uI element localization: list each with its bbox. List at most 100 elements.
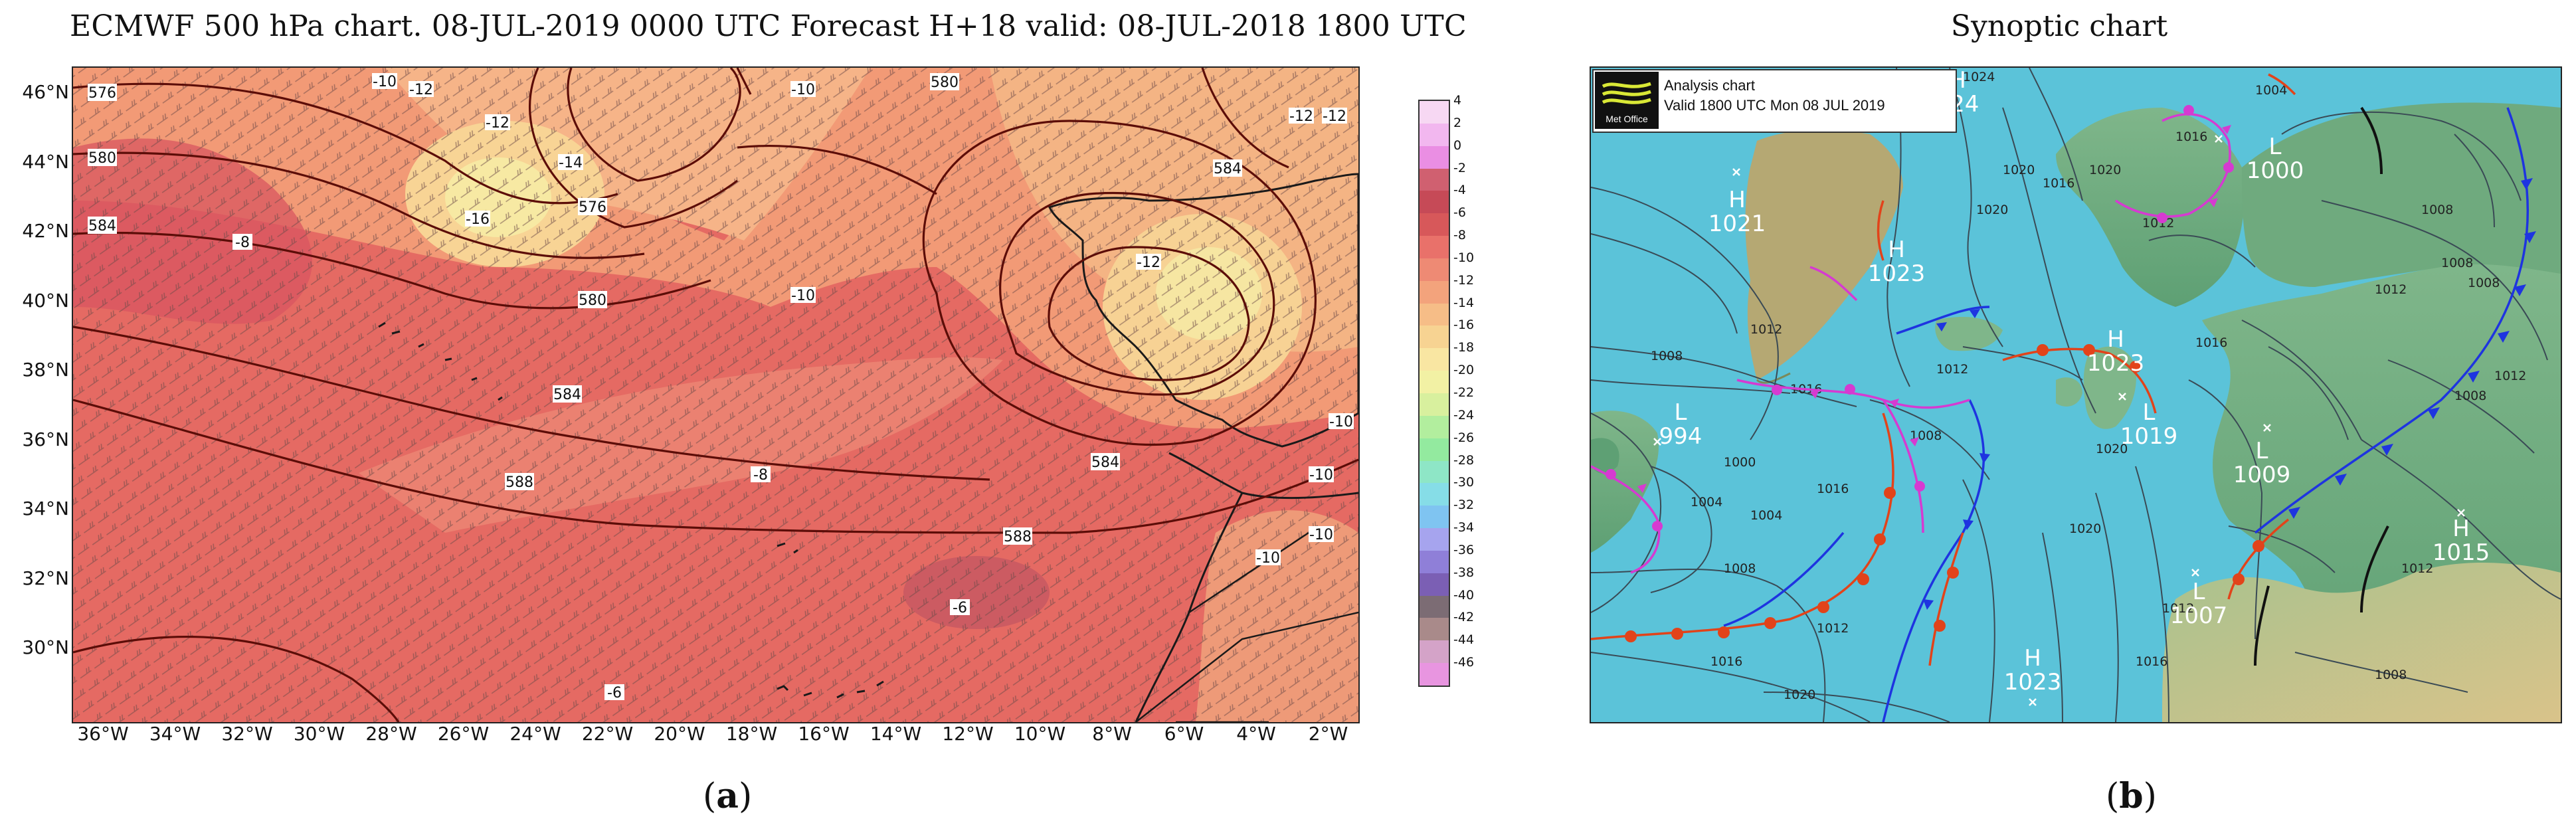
north-america-landmass [1591,411,1659,553]
isobar-label: 1024 [1963,70,1995,84]
latitude-label: 40°N [22,289,69,312]
temp-label: -12 [486,115,509,132]
pressure-centre-value: 1019 [2120,423,2178,450]
isobar-label: 1020 [2003,163,2035,177]
warm-front-semicircles [1625,344,2264,642]
isobar-label: 1004 [2255,83,2287,98]
isobar-label: 1016 [2043,176,2074,191]
geo-label: 576 [579,199,606,216]
panel-b-label: (b) [2106,776,2157,816]
isobar-label: 1016 [1817,482,1849,496]
isobar-label: 1008 [2375,668,2407,682]
isobar-label: 1008 [2454,389,2486,403]
isobar-label: 1012 [2162,601,2194,616]
longitude-label: 14°W [870,723,922,745]
isobar-label: 1016 [1710,654,1742,669]
pressure-centre-type: L [2269,134,2282,160]
colorbar-tick-label: -40 [1453,587,1475,603]
temp-label: -10 [1309,527,1333,543]
trough-lines [2254,106,2389,666]
colorbar-tick-label: -14 [1453,295,1475,310]
isobar-label: 1008 [2468,276,2500,290]
temp-label: -12 [409,82,433,98]
latitude-label: 44°N [22,150,69,173]
temp-label: -10 [791,288,815,304]
synoptic-map-svg: 1004 1008 1012 1016 1020 1024 1012 1016 … [1591,68,2561,722]
isobar-label: 1012 [1750,322,1782,337]
azores-islands [378,322,503,401]
latitude-label: 34°N [22,498,69,519]
ecmwf-500hpa-map: 576 580 584 580 584 584 588 588 576 580 … [72,66,1360,723]
colorbar-segment [1420,618,1449,641]
geopotential-contours [73,68,1358,722]
africa-border-lines [1135,531,1358,722]
geo-label: 576 [88,85,116,102]
colorbar-segment [1420,550,1449,573]
canary-islands [777,680,884,699]
panel-b-letter: b [2119,776,2144,816]
colorbar-tick-label: -8 [1453,228,1466,243]
latitude-label: 36°N [22,428,69,450]
temp-label: -12 [1289,108,1313,125]
longitude-label: 16°W [798,723,850,745]
temp-label: -6 [953,600,967,616]
centre-markers [1653,135,2465,706]
geo-label: 584 [1091,454,1119,471]
longitude-label: 30°W [293,723,345,745]
colorbar-segment [1420,663,1449,686]
colorbar-segment [1420,101,1449,124]
temp-label: -12 [1137,254,1160,271]
colorbar-tick-label: 0 [1453,138,1462,153]
colorbar-segment [1420,280,1449,304]
isobar-label: 1020 [2089,163,2121,177]
geo-label: 584 [553,387,581,403]
colorbar-segment [1420,573,1449,596]
pressure-centre-value: 1023 [2087,350,2145,377]
isobar-label: 1016 [2136,654,2167,669]
pressure-centre-value: 994 [1659,423,1702,450]
longitude-label: 6°W [1164,723,1204,745]
synoptic-chart-map: 1004 1008 1012 1016 1020 1024 1012 1016 … [1590,66,2562,723]
colorbar-segment [1420,213,1449,236]
pressure-centre-type: L [1675,399,1687,426]
longitude-label: 34°W [149,723,201,745]
cold-front-triangles [1923,178,2536,610]
colorbar-segment [1420,415,1449,438]
met-office-logo: Met Office [1595,72,1659,129]
colorbar-tick-label: -4 [1453,183,1466,198]
temp-label: -10 [791,82,815,98]
colorbar-segment [1420,483,1449,506]
pressure-centre-value: 1000 [2247,157,2304,184]
longitude-label: 28°W [365,723,417,745]
colorbar-tick-label: -30 [1453,475,1475,490]
longitude-label: 36°W [77,723,129,745]
longitude-label: 8°W [1092,723,1132,745]
colorbar-tick-label: -10 [1453,250,1475,265]
pressure-centre-type: H [2107,326,2124,353]
pressure-centre-type: H [2452,515,2470,542]
colorbar-tick-label: -2 [1453,160,1466,175]
colorbar-tick-label: -32 [1453,498,1475,513]
colorbar-segment [1420,258,1449,281]
colorbar-tick-label: 2 [1453,115,1462,130]
met-office-logo-text: Met Office [1606,114,1648,124]
latitude-label: 32°N [22,567,69,589]
occluded-front-symbols [1606,105,2234,531]
isobar-label: 1004 [1750,508,1782,523]
geo-label: 584 [1214,161,1242,177]
colorbar-segment [1420,168,1449,191]
pressure-centre-type: L [2143,399,2156,426]
colorbar-tick-label: -24 [1453,407,1475,422]
colorbar-tick-label: -20 [1453,363,1475,378]
geo-label: 588 [506,474,533,491]
longitude-label: 10°W [1014,723,1066,745]
isobar-label: 1020 [1784,688,1815,702]
iceland-landmass [1935,317,2003,351]
colorbar-segment [1420,326,1449,349]
colorbar-segment [1420,460,1449,484]
geo-label: 584 [88,218,116,234]
north-africa-landmass [2162,563,2561,722]
isobar-label: 1008 [2421,203,2453,217]
longitude-label: 18°W [725,723,778,745]
geopotential-labels: 576 580 584 580 584 584 588 588 576 580 … [88,73,1242,545]
